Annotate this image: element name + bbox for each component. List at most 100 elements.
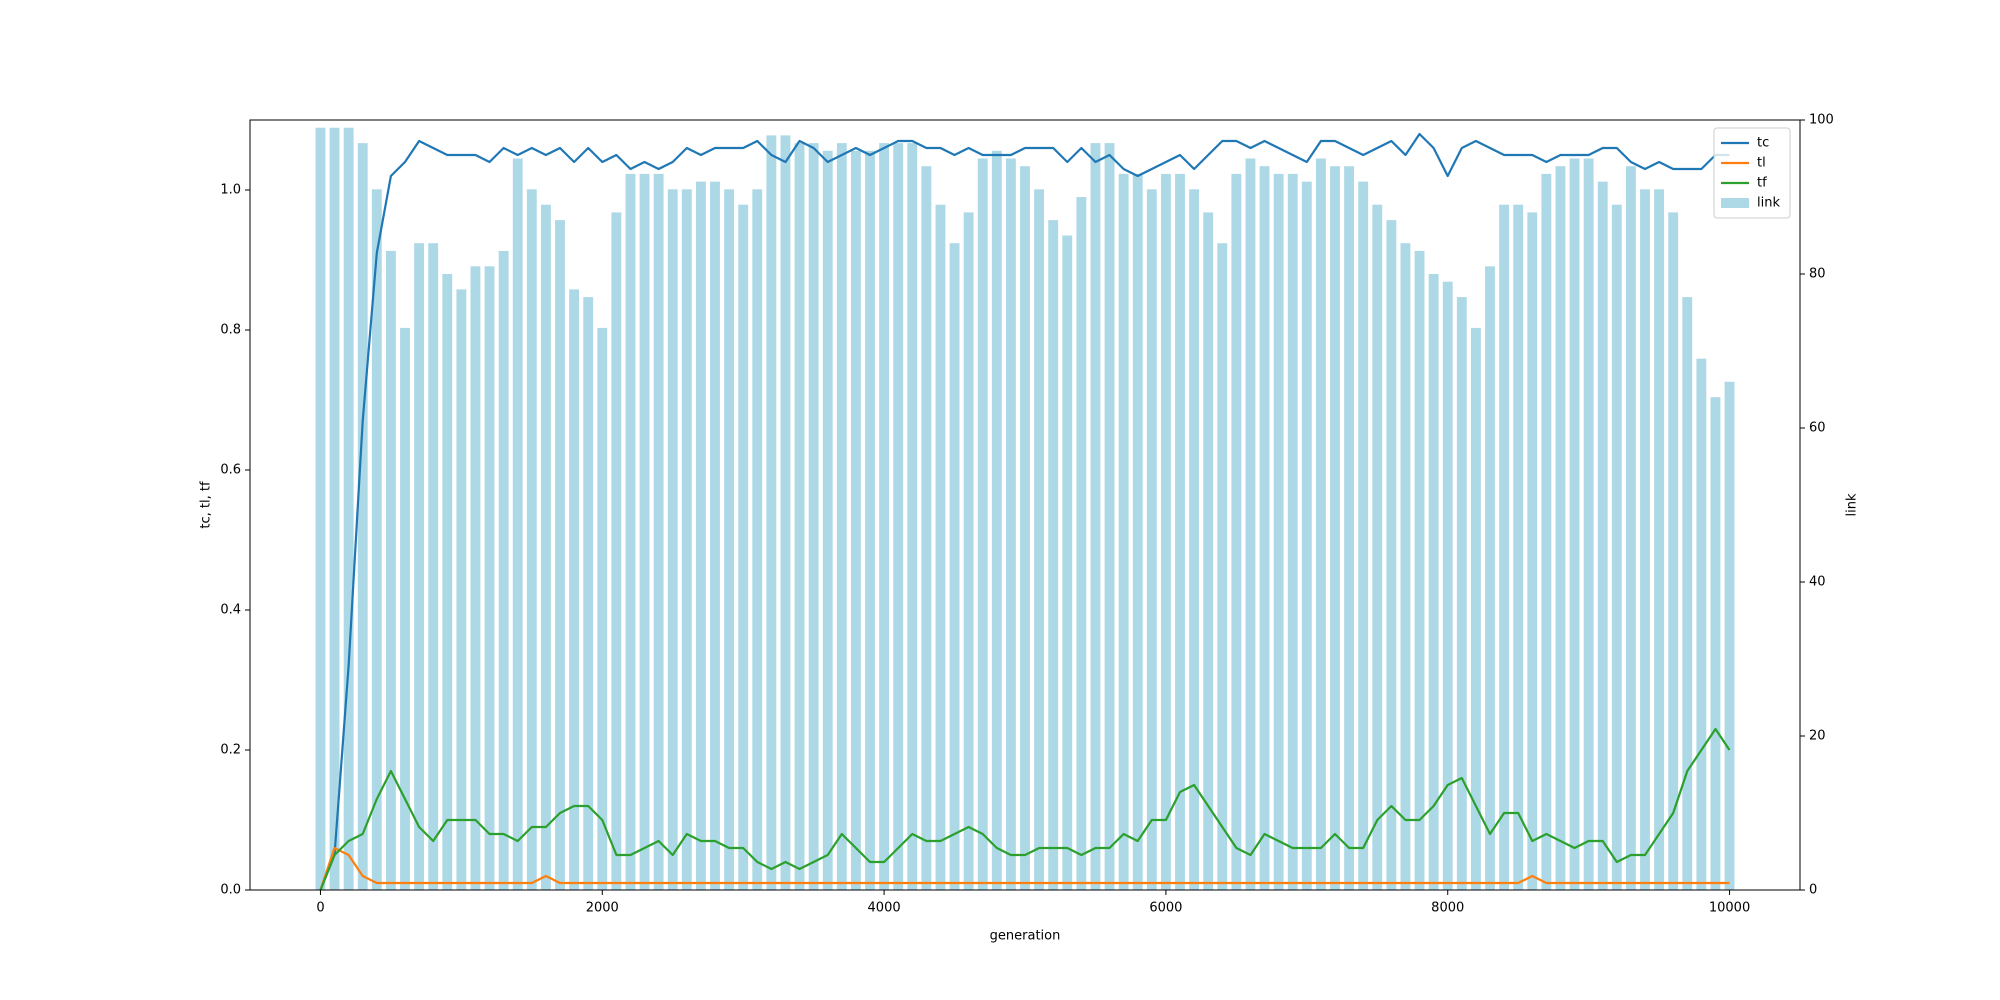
bar: [1710, 397, 1721, 890]
bar: [1541, 173, 1552, 890]
bar: [1583, 158, 1594, 890]
bar: [1005, 158, 1016, 890]
bar: [1132, 173, 1143, 890]
legend-box: [1713, 127, 1791, 219]
bar: [1287, 173, 1298, 890]
y2-tick-label: 20: [1809, 729, 1826, 744]
bar: [738, 204, 749, 890]
bar: [1625, 166, 1636, 890]
y2-tick-label: 60: [1809, 421, 1826, 436]
bar: [343, 127, 354, 890]
x-tick-label: 6000: [1149, 901, 1182, 916]
bar: [710, 181, 720, 891]
y-tick-label: 1.0: [220, 183, 241, 198]
y-tick-label: 0.0: [220, 883, 241, 898]
bar: [1203, 212, 1214, 890]
x-tick-label: 2000: [586, 901, 619, 916]
bar: [1555, 166, 1566, 890]
bar: [1372, 204, 1383, 890]
bar: [1076, 197, 1087, 890]
y2-tick-label: 80: [1809, 267, 1826, 282]
legend-swatch: [1721, 198, 1749, 208]
legend-label: tl: [1757, 156, 1766, 171]
legend-label: link: [1757, 196, 1780, 211]
bar: [1104, 143, 1115, 891]
bar: [794, 143, 805, 891]
bar: [1146, 189, 1157, 891]
bar: [1020, 166, 1030, 890]
line: [319, 846, 1730, 891]
bar: [1668, 212, 1679, 890]
bar: [1513, 204, 1524, 890]
bar: [357, 143, 368, 891]
bar: [555, 220, 565, 891]
bar: [1231, 173, 1242, 890]
bar: [1358, 181, 1369, 891]
bar: [752, 189, 763, 891]
x-tick-label: 10000: [1709, 901, 1750, 916]
bar: [822, 150, 833, 891]
bar: [371, 189, 382, 891]
bar: [442, 274, 453, 890]
bar: [1569, 158, 1580, 890]
bar: [653, 173, 664, 890]
bar: [1090, 143, 1101, 891]
bar: [1048, 220, 1059, 891]
bar: [850, 150, 861, 891]
bar: [808, 143, 819, 891]
bar: [597, 327, 608, 890]
y-tick-label: 0.4: [220, 603, 241, 618]
bar: [1724, 381, 1735, 890]
x-axis-label: generation: [990, 929, 1061, 944]
y2-tick-label: 0: [1809, 883, 1817, 898]
bar: [949, 243, 960, 890]
bar: [315, 127, 326, 890]
bar: [681, 189, 692, 891]
bar: [526, 189, 537, 891]
bar: [385, 250, 396, 890]
bar: [1527, 212, 1538, 890]
bar: [780, 135, 791, 890]
bar: [1400, 243, 1411, 890]
x-tick-label: 0: [316, 901, 324, 916]
bar: [1470, 327, 1481, 890]
bar: [1428, 274, 1439, 890]
bar: [1456, 297, 1467, 891]
bar: [639, 173, 650, 890]
bar: [1499, 204, 1510, 890]
plot-area: [315, 127, 1735, 891]
legend-label: tc: [1757, 136, 1769, 151]
bar: [1189, 189, 1200, 891]
bar: [611, 212, 622, 890]
bar: [540, 204, 551, 890]
bar: [1414, 250, 1425, 890]
x-tick-label: 4000: [868, 901, 901, 916]
legend-label: tf: [1757, 176, 1767, 191]
bar: [400, 327, 410, 890]
y2-tick-label: 40: [1809, 575, 1826, 590]
bar: [1696, 358, 1707, 890]
y-axis-label: tc, tl, tf: [199, 481, 214, 529]
bar: [991, 150, 1002, 891]
bar: [625, 173, 636, 890]
bar: [456, 289, 467, 890]
bar: [1442, 281, 1453, 890]
y2-tick-label: 100: [1809, 113, 1834, 128]
bar: [1485, 266, 1495, 890]
bar: [1640, 189, 1650, 891]
bar: [428, 243, 439, 890]
bar: [907, 143, 918, 891]
bar: [414, 243, 425, 890]
bar: [1301, 181, 1312, 891]
y-tick-label: 0.2: [220, 743, 241, 758]
bar: [1386, 220, 1397, 891]
bar: [695, 181, 706, 891]
x-tick-label: 8000: [1431, 901, 1464, 916]
bar: [1597, 181, 1608, 891]
bar: [963, 212, 974, 890]
bar: [724, 189, 735, 891]
y2-axis-label: link: [1845, 493, 1860, 516]
bar: [667, 189, 678, 891]
